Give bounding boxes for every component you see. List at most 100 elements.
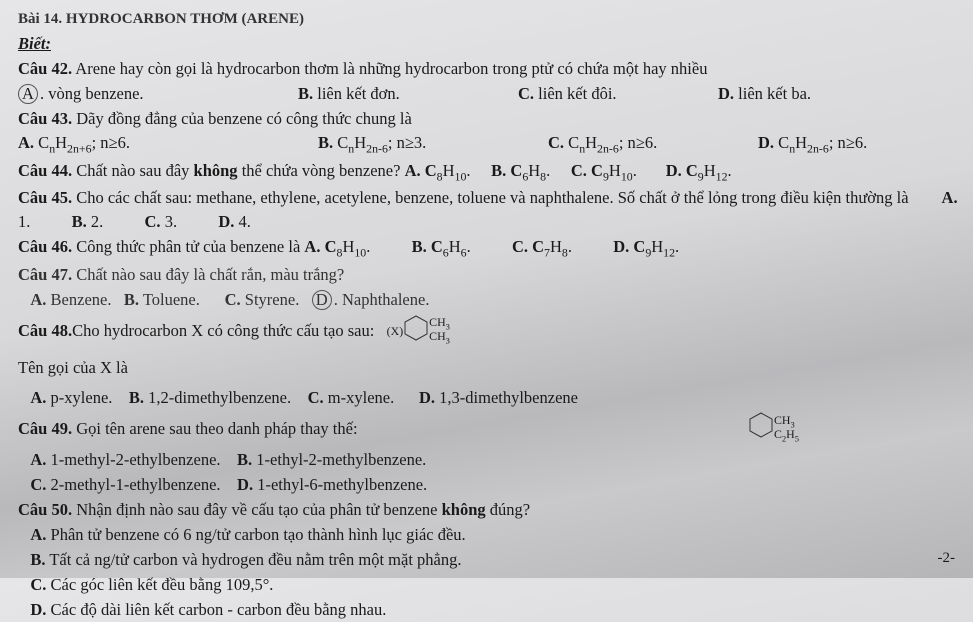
lbl: D. bbox=[419, 388, 435, 407]
lbl: C. bbox=[30, 475, 46, 494]
q49-stem: Câu 49. bbox=[18, 419, 72, 438]
t: C. C bbox=[571, 161, 603, 180]
q46-B: B. C6H6. bbox=[412, 237, 471, 256]
q44-stem: Câu 44. bbox=[18, 161, 72, 180]
t: ; n≥6. bbox=[92, 133, 130, 152]
q42-B: B. liên kết đơn. bbox=[298, 82, 518, 106]
dot: . bbox=[334, 290, 342, 309]
q47-D-mark: D bbox=[312, 290, 332, 310]
q46-stem: Câu 46. bbox=[18, 237, 72, 256]
t: 2. bbox=[91, 212, 103, 231]
q50-B: B. Tất cả ng/tử carbon và hydrogen đều n… bbox=[18, 548, 959, 572]
q48-D: D. 1,3-dimethylbenzene bbox=[419, 388, 578, 407]
q48-caption: Tên gọi của X là bbox=[18, 356, 959, 380]
t: 4. bbox=[238, 212, 250, 231]
t: . bbox=[466, 161, 470, 180]
q49-B: B. 1-ethyl-2-methylbenzene. bbox=[237, 450, 426, 469]
q46-text: Công thức phân tử của benzene là bbox=[72, 237, 304, 256]
t: A. C bbox=[405, 161, 437, 180]
t: Tất cả ng/tử carbon và hydrogen đều nằm … bbox=[49, 550, 461, 569]
s: 2n-6 bbox=[366, 142, 388, 156]
t: 2-methyl-1-ethylbenzene. bbox=[51, 475, 221, 494]
q48-lblX: (X) bbox=[387, 323, 404, 340]
s: 12 bbox=[716, 169, 728, 183]
q47-C: C. Styrene. bbox=[225, 290, 300, 309]
q48-B: B. 1,2-dimethylbenzene. bbox=[129, 388, 291, 407]
q43: Câu 43. Dãy đồng đẳng của benzene có côn… bbox=[18, 107, 959, 131]
t: 1. bbox=[18, 212, 30, 231]
t: 1-methyl-2-ethylbenzene. bbox=[51, 450, 221, 469]
q50-kw: không bbox=[442, 500, 486, 519]
s: 2n-6 bbox=[597, 142, 619, 156]
q43-A: A. CnH2n+6; n≥6. bbox=[18, 131, 318, 158]
t: C bbox=[38, 133, 49, 152]
q50-text2: đúng? bbox=[486, 500, 530, 519]
q48-opts: A. p-xylene. B. 1,2-dimethylbenzene. C. … bbox=[18, 386, 959, 410]
q42-B-text: liên kết đơn. bbox=[317, 84, 400, 103]
t: . bbox=[546, 161, 550, 180]
q42-C: C. liên kết đôi. bbox=[518, 82, 718, 106]
q44-text2: thể chứa vòng benzene? bbox=[238, 161, 405, 180]
s: 3 bbox=[446, 336, 450, 346]
lbl: B. bbox=[124, 290, 139, 309]
q43-C: C. CnH2n-6; n≥6. bbox=[548, 131, 758, 158]
t: Các độ dài liên kết carbon - carbon đều … bbox=[51, 600, 387, 619]
lbl: B. bbox=[318, 133, 333, 152]
t: . bbox=[633, 161, 637, 180]
q43-text: Dãy đồng đẳng của benzene có công thức c… bbox=[72, 109, 412, 128]
t: CH bbox=[774, 413, 791, 427]
s: 10 bbox=[354, 246, 366, 260]
t: H bbox=[786, 427, 795, 441]
lbl: A. bbox=[18, 133, 34, 152]
q49-C: C. 2-methyl-1-ethylbenzene. bbox=[30, 475, 220, 494]
lbl: C. bbox=[225, 290, 241, 309]
t: 3. bbox=[165, 212, 177, 231]
q47-D: D. Naphthalene. bbox=[312, 290, 430, 309]
q45-B: B. 2. bbox=[72, 212, 104, 231]
t: p-xylene. bbox=[51, 388, 113, 407]
s: 5 bbox=[795, 433, 799, 443]
t: Naphthalene. bbox=[342, 290, 430, 309]
q42-opts: A. vòng benzene. B. liên kết đơn. C. liê… bbox=[18, 82, 959, 106]
q49-opts2: C. 2-methyl-1-ethylbenzene. D. 1-ethyl-6… bbox=[18, 473, 959, 497]
lbl: C. bbox=[145, 212, 161, 231]
lbl: C. bbox=[518, 84, 534, 103]
t: Phân tử benzene có 6 ng/tử carbon tạo th… bbox=[51, 525, 466, 544]
t: B. C bbox=[412, 237, 443, 256]
q44-D: D. C9H12. bbox=[666, 161, 732, 180]
t: CH bbox=[429, 329, 446, 343]
q42-C-text: liên kết đôi. bbox=[538, 84, 616, 103]
t: 1,2-dimethylbenzene. bbox=[148, 388, 291, 407]
t: H bbox=[704, 161, 716, 180]
q42-D-text: liên kết ba. bbox=[738, 84, 811, 103]
q48-sub2: CH3 bbox=[429, 331, 450, 345]
lbl: D. bbox=[218, 212, 234, 231]
q49: Câu 49. Gọi tên arene sau theo danh pháp… bbox=[18, 410, 959, 447]
t: ; n≥6. bbox=[619, 133, 657, 152]
q44-kw: không bbox=[194, 161, 238, 180]
q46-D: D. C9H12. bbox=[613, 237, 679, 256]
s: 2n-6 bbox=[807, 142, 829, 156]
t: H bbox=[528, 161, 540, 180]
q44-B: B. C6H8. bbox=[491, 161, 550, 180]
t: H bbox=[609, 161, 621, 180]
q50-D: D. Các độ dài liên kết carbon - carbon đ… bbox=[18, 598, 959, 622]
t: 1-ethyl-2-methylbenzene. bbox=[256, 450, 426, 469]
t: C bbox=[568, 133, 579, 152]
q43-opts: A. CnH2n+6; n≥6. B. CnH2n-6; n≥3. C. CnH… bbox=[18, 131, 959, 158]
q43-B: B. CnH2n-6; n≥3. bbox=[318, 131, 548, 158]
lbl: B. bbox=[30, 550, 45, 569]
lbl: B. bbox=[237, 450, 252, 469]
q47-opts: A. Benzene. B. Toluene. C. Styrene. D. N… bbox=[18, 288, 959, 312]
q49-sub2: C2H5 bbox=[774, 429, 799, 443]
t: m-xylene. bbox=[328, 388, 394, 407]
q47-A: A. Benzene. bbox=[30, 290, 111, 309]
section-text: Biết: bbox=[18, 34, 51, 53]
t: B. C bbox=[491, 161, 522, 180]
t: . bbox=[467, 237, 471, 256]
lbl: A. bbox=[30, 290, 46, 309]
q42-A: A. vòng benzene. bbox=[18, 82, 298, 106]
lbl: B. bbox=[129, 388, 144, 407]
q45: Câu 45. Cho các chất sau: methane, ethyl… bbox=[18, 186, 959, 234]
q43-D: D. CnH2n-6; n≥6. bbox=[758, 131, 938, 158]
